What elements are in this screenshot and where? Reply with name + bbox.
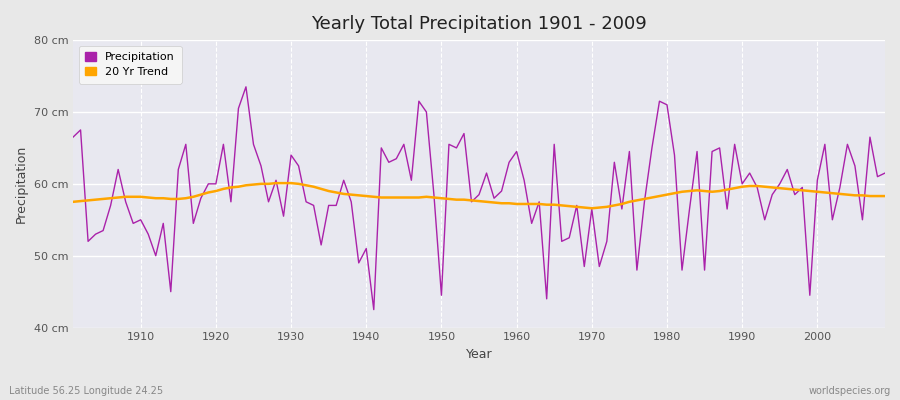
Y-axis label: Precipitation: Precipitation [15,145,28,223]
Text: Latitude 56.25 Longitude 24.25: Latitude 56.25 Longitude 24.25 [9,386,163,396]
Text: worldspecies.org: worldspecies.org [809,386,891,396]
X-axis label: Year: Year [465,348,492,361]
Title: Yearly Total Precipitation 1901 - 2009: Yearly Total Precipitation 1901 - 2009 [311,15,647,33]
Legend: Precipitation, 20 Yr Trend: Precipitation, 20 Yr Trend [78,46,182,84]
